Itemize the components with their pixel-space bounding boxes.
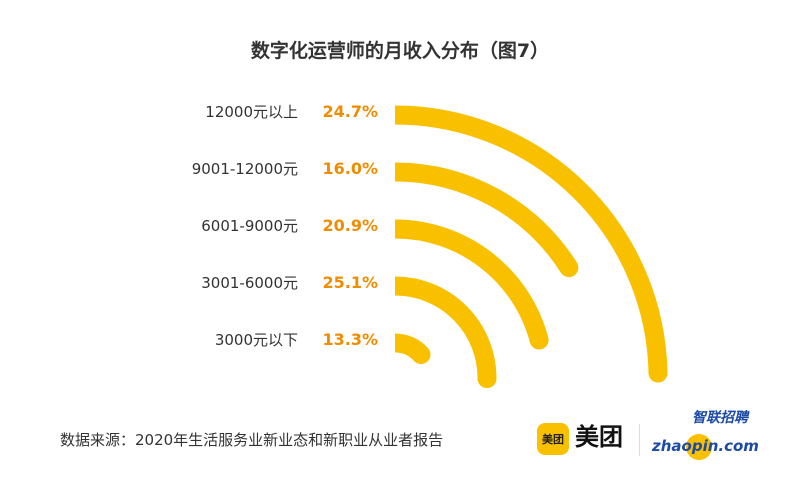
meituan-logo-badge: 美团 bbox=[537, 423, 569, 455]
category-label: 3000元以下 bbox=[215, 331, 298, 349]
meituan-logo-text: 美团 bbox=[575, 423, 623, 451]
source-note: 数据来源：2020年生活服务业新业态和新职业从业者报告 bbox=[60, 431, 444, 449]
arc-bar-2 bbox=[385, 219, 549, 350]
value-label: 25.1% bbox=[322, 273, 378, 292]
category-label: 6001-9000元 bbox=[201, 217, 298, 235]
arc-start-mask bbox=[383, 332, 395, 354]
logo-divider bbox=[639, 424, 640, 456]
zhaopin-logo-cn: 智联招聘 bbox=[692, 410, 748, 426]
category-label: 12000元以上 bbox=[205, 103, 298, 121]
category-label: 3001-6000元 bbox=[201, 274, 298, 292]
arc-start-mask bbox=[383, 218, 395, 240]
arc-start-mask bbox=[383, 275, 395, 297]
arc-bar-4 bbox=[385, 333, 431, 364]
value-label: 13.3% bbox=[322, 330, 378, 349]
value-label: 20.9% bbox=[322, 216, 378, 235]
value-label: 24.7% bbox=[322, 102, 378, 121]
meituan-badge-text: 美团 bbox=[542, 433, 564, 446]
category-label: 9001-12000元 bbox=[192, 160, 298, 178]
zhaopin-logo-circle bbox=[686, 434, 712, 460]
chart-title: 数字化运营师的月收入分布（图7） bbox=[250, 40, 550, 62]
arc-bar-3 bbox=[385, 276, 497, 389]
arc-start-mask bbox=[383, 161, 395, 183]
arc-start-mask bbox=[383, 104, 395, 126]
arc-bar-1 bbox=[385, 162, 579, 278]
zhaopin-logo-en: zhaopin.com bbox=[652, 437, 759, 455]
arc-bar-0 bbox=[385, 105, 668, 383]
value-label: 16.0% bbox=[322, 159, 378, 178]
